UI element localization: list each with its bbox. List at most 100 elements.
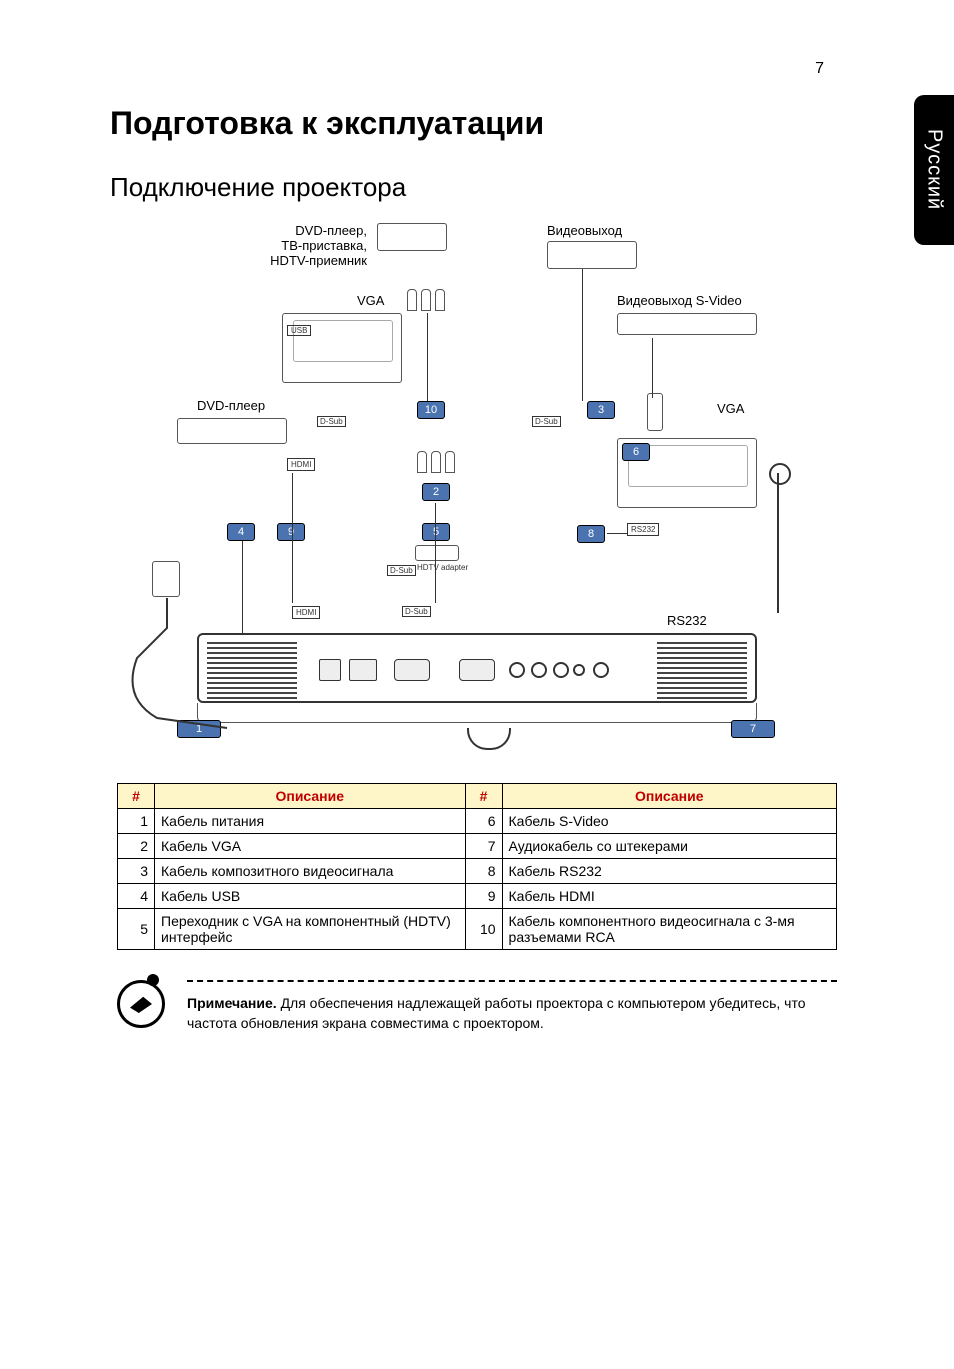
cell-d: Переходник с VGA на компонентный (HDTV) … [155, 909, 466, 950]
hdtv-adapter-icon [415, 545, 459, 561]
port-svideo-icon [531, 662, 547, 678]
dashed-separator [187, 980, 837, 982]
label-vga-left: VGA [357, 293, 384, 308]
table-row: 5 Переходник с VGA на компонентный (HDTV… [118, 909, 837, 950]
wire-icon [582, 269, 583, 401]
cell-n: 4 [118, 884, 155, 909]
label-rs232-small: RS232 [627, 523, 659, 536]
cell-n: 6 [465, 809, 502, 834]
label-svideo-out: Видеовыход S-Video [617, 293, 742, 308]
label-dsub-3: D-Sub [387, 565, 416, 576]
port-hdmi-icon [349, 659, 377, 681]
label-dsub-1: D-Sub [317, 416, 346, 427]
note-icon [117, 980, 187, 1030]
power-brick-icon [152, 561, 180, 597]
cell-d: Кабель VGA [155, 834, 466, 859]
badge-9: 9 [277, 523, 305, 541]
wire-icon [435, 503, 436, 603]
badge-6: 6 [622, 443, 650, 461]
table-header-row: # Описание # Описание [118, 784, 837, 809]
rgb-plugs-icon [407, 289, 447, 313]
badge-3: 3 [587, 401, 615, 419]
badge-10: 10 [417, 401, 445, 419]
cell-n: 5 [118, 909, 155, 950]
antenna-mast-icon [777, 473, 779, 613]
rgb-plugs-2-icon [417, 451, 457, 475]
power-cable-icon [117, 598, 237, 738]
page: 7 Русский Подготовка к эксплуатации Подк… [0, 0, 954, 1369]
antenna-loop-icon [769, 463, 791, 485]
device-audio-plug-icon [647, 393, 663, 431]
projector-lens-icon [467, 728, 511, 750]
col-num-2: # [465, 784, 502, 809]
label-dsub-4: D-Sub [402, 606, 431, 617]
cell-d: Кабель HDMI [502, 884, 836, 909]
col-num-1: # [118, 784, 155, 809]
projector-vent-right-icon [657, 641, 747, 699]
wire-icon [427, 313, 428, 401]
port-vga-in-icon [394, 659, 430, 681]
table-row: 4 Кабель USB 9 Кабель HDMI [118, 884, 837, 909]
label-rs232: RS232 [667, 613, 707, 628]
projector-body-icon [197, 633, 757, 703]
cell-n: 8 [465, 859, 502, 884]
table-row: 3 Кабель композитного видеосигнала 8 Каб… [118, 859, 837, 884]
col-desc-2: Описание [502, 784, 836, 809]
device-svideo-icon [617, 313, 757, 335]
label-video-out: Видеовыход [547, 223, 622, 238]
device-video-out-icon [547, 241, 637, 269]
cell-d: Кабель компонентного видеосигнала с 3-мя… [502, 909, 836, 950]
cell-d: Кабель S-Video [502, 809, 836, 834]
cell-n: 7 [465, 834, 502, 859]
cell-d: Кабель USB [155, 884, 466, 909]
language-tab-text: Русский [923, 129, 946, 210]
heading-main: Подготовка к эксплуатации [110, 105, 844, 142]
label-dvd-settop: DVD-плеер, ТВ-приставка, HDTV-приемник [207, 223, 367, 268]
label-hdtv-adapter: HDTV adapter [417, 563, 468, 572]
port-rs232-icon [573, 664, 585, 676]
note-content: Для обеспечения надлежащей работы проект… [187, 995, 806, 1031]
badge-8: 8 [577, 525, 605, 543]
wire-icon [607, 533, 627, 534]
table-row: 1 Кабель питания 6 Кабель S-Video [118, 809, 837, 834]
device-dvd-icon [177, 418, 287, 444]
device-laptop-left-icon [282, 313, 402, 383]
badge-4: 4 [227, 523, 255, 541]
badge-5: 5 [422, 523, 450, 541]
port-usb-icon [319, 659, 341, 681]
cell-d: Аудиокабель со штекерами [502, 834, 836, 859]
note-body: Примечание. Для обеспечения надлежащей р… [187, 980, 837, 1033]
page-number: 7 [815, 60, 824, 78]
port-video-icon [509, 662, 525, 678]
cell-n: 3 [118, 859, 155, 884]
table-row: 2 Кабель VGA 7 Аудиокабель со штекерами [118, 834, 837, 859]
cell-n: 2 [118, 834, 155, 859]
projector-base-icon [197, 703, 757, 723]
col-desc-1: Описание [155, 784, 466, 809]
cell-n: 10 [465, 909, 502, 950]
cell-n: 1 [118, 809, 155, 834]
heading-sub: Подключение проектора [110, 172, 844, 203]
note-label: Примечание. [187, 995, 277, 1011]
cell-d: Кабель RS232 [502, 859, 836, 884]
cell-d: Кабель композитного видеосигнала [155, 859, 466, 884]
port-vga-out-icon [459, 659, 495, 681]
cell-n: 9 [465, 884, 502, 909]
label-usb-small: USB [287, 325, 311, 336]
language-tab: Русский [914, 95, 954, 245]
note-text: Примечание. Для обеспечения надлежащей р… [187, 994, 837, 1033]
wire-icon [652, 338, 653, 398]
connection-diagram: DVD-плеер, ТВ-приставка, HDTV-приемник В… [117, 223, 837, 763]
cell-d: Кабель питания [155, 809, 466, 834]
label-vga-right: VGA [717, 401, 744, 416]
label-dvd-player: DVD-плеер [197, 398, 265, 413]
port-antenna-icon [593, 662, 609, 678]
label-hdmi-2: HDMI [292, 606, 320, 619]
cable-description-table: # Описание # Описание 1 Кабель питания 6… [117, 783, 837, 950]
device-hdtv-icon [377, 223, 447, 251]
note-block: Примечание. Для обеспечения надлежащей р… [117, 980, 837, 1033]
label-hdmi-1: HDMI [287, 458, 315, 471]
badge-7: 7 [731, 720, 775, 738]
wire-icon [292, 473, 293, 603]
port-audio-in-icon [553, 662, 569, 678]
